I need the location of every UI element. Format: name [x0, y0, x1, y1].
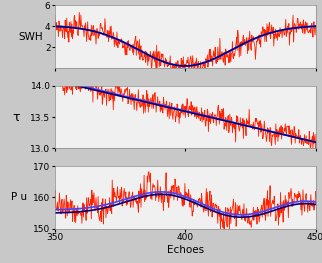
Y-axis label: SWH: SWH [19, 32, 43, 42]
Y-axis label: τ: τ [13, 110, 20, 124]
Y-axis label: P u: P u [11, 193, 27, 203]
X-axis label: Echoes: Echoes [166, 245, 204, 255]
